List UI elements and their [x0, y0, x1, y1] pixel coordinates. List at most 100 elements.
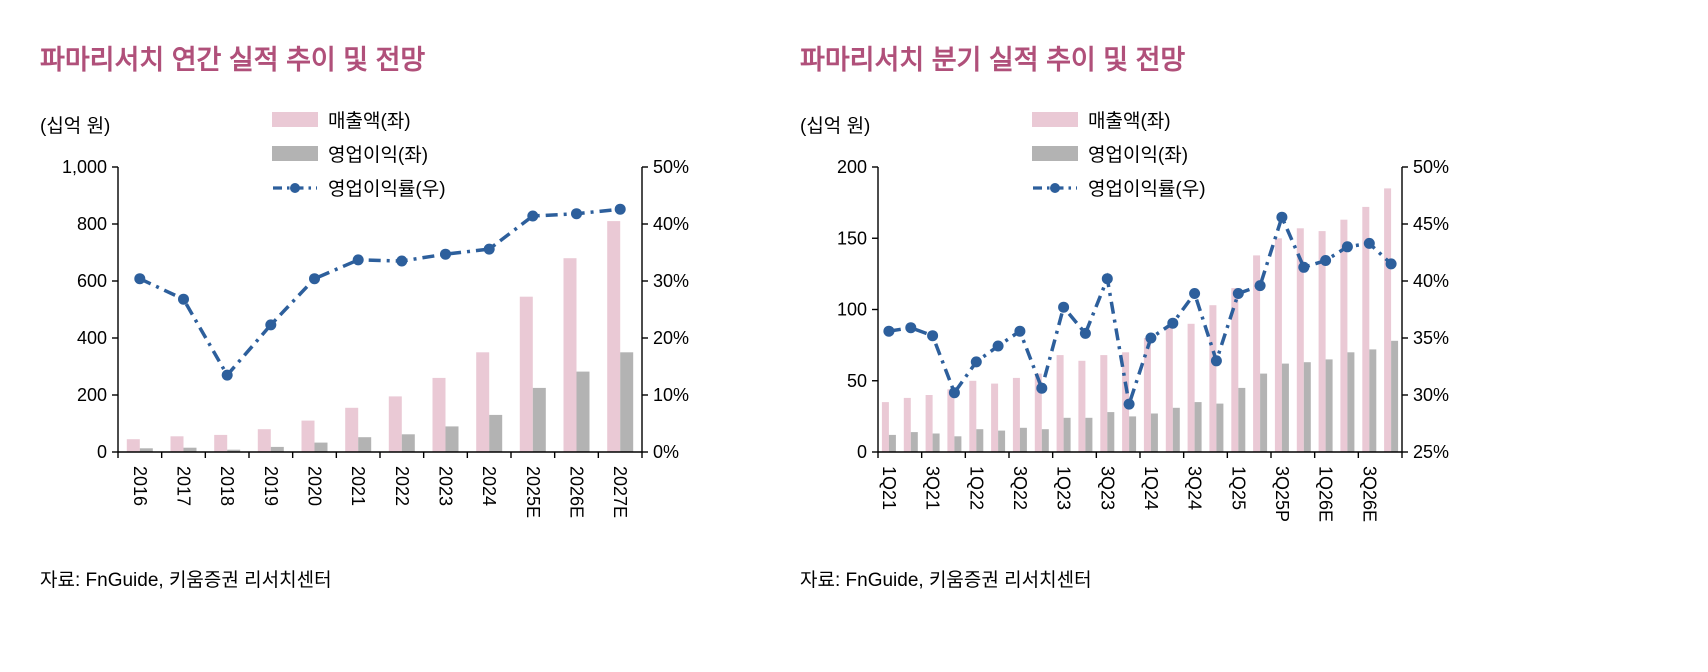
left-axis-tick-label: 0 — [857, 442, 867, 462]
opm-marker — [883, 325, 895, 337]
x-axis-label: 2024 — [479, 466, 499, 506]
opm-marker — [1341, 241, 1353, 253]
operating-profit-bar — [532, 387, 546, 452]
x-axis-label: 2017 — [174, 466, 194, 506]
revenue-bar — [1384, 188, 1392, 452]
operating-profit-bar — [1129, 416, 1137, 452]
opm-marker — [483, 243, 495, 255]
operating-profit-bar — [1194, 402, 1202, 452]
quarterly-chart-panel: 파마리서치 분기 실적 추이 및 전망 (십억 원) 매출액(좌) 영업이익(좌… — [800, 38, 1510, 592]
x-axis-label: 3Q26E — [1359, 466, 1379, 522]
operating-profit-bar — [1238, 387, 1246, 452]
legend-label-revenue: 매출액(좌) — [328, 111, 411, 132]
legend-item-revenue: 매출액(좌) — [272, 107, 446, 132]
opm-marker — [1320, 255, 1332, 266]
operating-profit-bar — [998, 430, 1006, 452]
revenue-bar — [432, 377, 446, 452]
operating-profit-bar — [888, 434, 896, 452]
opm-marker — [927, 330, 939, 342]
opm-marker — [1101, 273, 1113, 285]
right-axis-tick-label: 30% — [1413, 385, 1449, 405]
operating-profit-bar — [1107, 412, 1115, 452]
revenue-bar — [1165, 326, 1173, 452]
revenue-bar — [1253, 255, 1261, 452]
revenue-bar — [1034, 373, 1042, 452]
opm-marker — [440, 248, 451, 260]
revenue-bar — [925, 395, 933, 452]
opm-marker — [1014, 325, 1026, 337]
revenue-bar — [1209, 305, 1217, 452]
quarterly-unit-label: (십억 원) — [800, 116, 871, 137]
opm-marker — [1123, 398, 1135, 410]
revenue-bar — [1362, 206, 1370, 452]
operating-profit-bar — [1347, 352, 1355, 453]
x-axis-label: 3Q21 — [923, 466, 943, 510]
x-axis-label: 1Q22 — [966, 466, 986, 510]
quarterly-legend: 매출액(좌) 영업이익(좌) 영업이익률(우) — [1032, 107, 1206, 200]
opm-marker — [905, 322, 917, 334]
revenue-bar — [947, 389, 955, 452]
left-axis-tick-label: 200 — [837, 157, 867, 177]
legend-label-operating-profit: 영업이익(좌) — [1088, 145, 1189, 166]
x-axis-label: 2019 — [261, 466, 281, 506]
revenue-bar — [903, 397, 911, 452]
operating-profit-bar — [1260, 373, 1268, 452]
operating-profit-swatch — [1032, 146, 1078, 161]
revenue-bar — [607, 221, 621, 452]
left-axis-tick-label: 100 — [837, 300, 867, 320]
operating-profit-bar — [227, 449, 241, 452]
opm-marker — [571, 208, 582, 220]
legend-item-revenue: 매출액(좌) — [1032, 107, 1206, 132]
x-axis-label: 3Q24 — [1185, 466, 1205, 510]
revenue-bar — [1100, 355, 1108, 452]
left-axis-tick-label: 1,000 — [62, 157, 107, 177]
operating-profit-bar — [1303, 362, 1311, 452]
right-axis-tick-label: 45% — [1413, 214, 1449, 234]
opm-marker — [134, 273, 146, 285]
x-axis-label: 2023 — [436, 466, 456, 506]
operating-profit-bar — [1063, 417, 1071, 452]
annual-chart-area: (십억 원) 매출액(좌) 영업이익(좌) 영업이익률(우) 0 200 400 60… — [40, 107, 720, 557]
legend-item-operating-profit: 영업이익(좌) — [1032, 141, 1206, 166]
opm-marker — [1058, 301, 1070, 313]
x-axis-label: 1Q23 — [1054, 466, 1074, 510]
opm-marker — [1036, 382, 1048, 394]
opm-marker — [1167, 317, 1179, 329]
left-axis-tick-label: 0 — [97, 442, 107, 462]
left-axis-tick-label: 400 — [77, 328, 107, 348]
operating-profit-bar — [358, 437, 372, 452]
quarterly-chart-canvas: 0 50 100 150 200 25% 30% 35% 40% 45% 50% 1Q21 3Q21 1Q… — [837, 157, 1449, 522]
quarterly-chart-title: 파마리서치 분기 실적 추이 및 전망 — [800, 45, 1186, 75]
revenue-bar — [126, 439, 140, 452]
opm-marker — [1385, 258, 1397, 270]
operating-profit-bar — [183, 447, 197, 452]
legend-item-operating-profit: 영업이익(좌) — [272, 141, 446, 166]
annual-unit-label: (십억 원) — [40, 116, 111, 137]
x-axis-label: 1Q21 — [879, 466, 899, 510]
revenue-bar — [1078, 360, 1086, 452]
left-axis-tick-label: 800 — [77, 214, 107, 234]
opm-marker — [1189, 288, 1201, 299]
operating-profit-bar — [445, 426, 459, 452]
right-axis-tick-label: 50% — [1413, 157, 1449, 177]
operating-profit-bar — [620, 352, 634, 453]
operating-profit-bar — [314, 442, 328, 452]
opm-line — [888, 212, 1393, 405]
right-axis-tick-label: 40% — [1413, 271, 1449, 291]
right-axis-tick-label: 35% — [1413, 328, 1449, 348]
opm-marker — [1210, 355, 1222, 367]
legend-label-opm: 영업이익률(우) — [1088, 179, 1206, 200]
operating-profit-bar — [1085, 417, 1093, 452]
revenue-bar — [476, 352, 490, 453]
operating-profit-bar — [1041, 429, 1049, 452]
opm-marker — [1232, 288, 1244, 299]
revenue-bar — [257, 429, 271, 452]
annual-legend: 매출액(좌) 영업이익(좌) 영업이익률(우) — [272, 107, 446, 200]
operating-profit-bar — [1216, 403, 1224, 452]
x-axis-label: 1Q26E — [1316, 466, 1336, 522]
x-axis-label: 3Q22 — [1010, 466, 1030, 510]
operating-profit-bar — [1325, 359, 1333, 452]
x-axis-label: 1Q24 — [1141, 466, 1161, 510]
right-axis-tick-label: 0% — [653, 442, 679, 462]
revenue-bar — [345, 407, 359, 452]
